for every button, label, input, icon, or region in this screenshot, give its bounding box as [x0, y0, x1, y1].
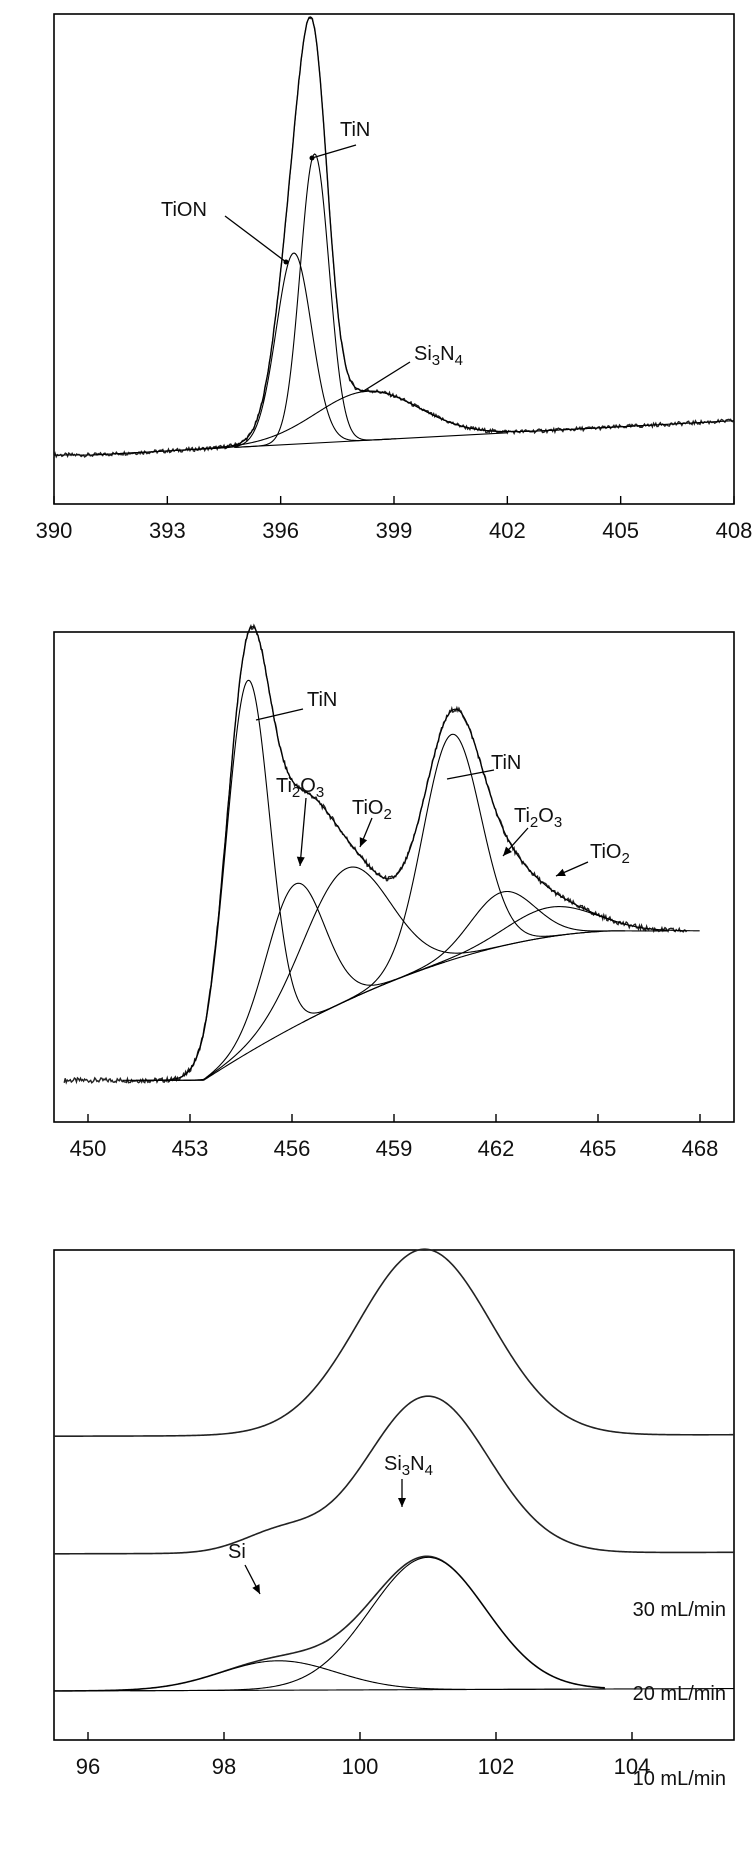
panel-a: 390 393 396 399 402 405 408 TiN TiON Si3N4: [36, 13, 753, 543]
panel-a-x-tick-label: 402: [489, 518, 526, 543]
panel-c-series-label: 30 mL/min: [633, 1599, 726, 1621]
panel-b-component-peak: [338, 890, 668, 1005]
panel-c-x-tick-label: 96: [76, 1754, 100, 1779]
panel-b-annotation-arrow: [359, 837, 368, 847]
panel-b-annotation-label: TiN: [307, 689, 337, 711]
panel-c-series-label: 20 mL/min: [633, 1683, 726, 1705]
panel-b-x-tick-label: 456: [274, 1136, 311, 1161]
panel-b-annotation-arrow: [556, 868, 566, 877]
panel-a-x-tick-label: 408: [716, 518, 753, 543]
panel-b-x-tick-label: 468: [682, 1136, 719, 1161]
panel-a-x-tick-label: 399: [376, 518, 413, 543]
panel-c-series-line: [54, 1395, 734, 1555]
panel-c-annotations: Si3N4 Si: [228, 1453, 433, 1595]
panel-b-component-peak: [146, 882, 445, 1081]
panel-b-x-tick-label: 450: [70, 1136, 107, 1161]
panel-a-component-peak: [77, 390, 657, 456]
panel-b-background: [183, 930, 626, 1081]
panel-b-annotation-leader: [446, 769, 495, 780]
panel-c-series-line: [54, 1555, 605, 1692]
panel-b-x-ticks: 450 453 456 459 462 465 468: [70, 1114, 719, 1161]
panel-a-annotation-label: Si3N4: [414, 343, 463, 369]
panel-b-x-tick-label: 453: [172, 1136, 209, 1161]
panel-b-annotation-label: TiO2: [352, 797, 392, 823]
panel-a-x-tick-label: 396: [262, 518, 299, 543]
panel-a-raw-spectrum: [53, 16, 735, 459]
panel-b-annotation-label: Ti2O3: [514, 805, 562, 831]
panel-a-annotation-leader: [224, 215, 287, 263]
panel-c-baseline: [62, 1688, 734, 1692]
panel-a-annotation-label: TiON: [161, 199, 207, 221]
panel-a-component-peak: [234, 153, 397, 448]
panel-b-annotation-leader: [299, 797, 307, 867]
panel-b-component-peak: [302, 733, 601, 1023]
panel-a-annotation-dot: [309, 155, 315, 161]
panel-a-annotation-dot: [283, 259, 289, 265]
panel-a-x-tick-label: 393: [149, 518, 186, 543]
panel-b: 450 453 456 459 462 465 468 TiN Ti2O3 TiO2 TiN Ti2…: [53, 623, 735, 1161]
panel-b-annotation-label: Ti2O3: [276, 775, 324, 801]
panel-c-series-label: 10 mL/min: [633, 1768, 726, 1790]
panel-a-x-ticks: 390 393 396 399 402 405 408: [36, 496, 753, 543]
panel-b-annotation-arrow: [296, 856, 305, 866]
panel-c-annotation-label: Si3N4: [384, 1453, 433, 1479]
panel-c-x-ticks: 96 98 100 102 104: [76, 1732, 651, 1779]
panel-a-annotation-label: TiN: [340, 119, 370, 141]
panel-c-x-tick-label: 104: [614, 1754, 651, 1779]
panel-a-frame: [53, 13, 735, 505]
panel-c-x-tick-label: 102: [478, 1754, 515, 1779]
panel-c-series-line: [54, 1248, 734, 1437]
panel-c-annotation-label: Si: [228, 1541, 246, 1563]
panel-a-x-tick-label: 390: [36, 518, 73, 543]
panel-a-component-peak: [194, 252, 393, 451]
panel-c-frame: [53, 1249, 735, 1741]
panel-b-component-peak: [326, 906, 700, 1011]
panel-c-component-peak: [130, 1556, 605, 1692]
panel-a-x-tick-label: 405: [602, 518, 639, 543]
panel-a-baseline: [235, 432, 508, 448]
panel-c-x-tick-label: 98: [212, 1754, 236, 1779]
panel-b-annotation-label: TiO2: [590, 841, 630, 867]
panel-c-annotation-arrow: [252, 1584, 260, 1594]
panel-c-annotation-arrow: [398, 1498, 406, 1507]
panel-b-x-tick-label: 462: [478, 1136, 515, 1161]
panel-b-curves: [63, 623, 700, 1085]
panel-b-annotations: TiN Ti2O3 TiO2 TiN Ti2O3 TiO2: [255, 689, 630, 877]
panel-c-curves: [54, 1248, 734, 1692]
panel-c-x-tick-label: 100: [342, 1754, 379, 1779]
panel-a-annotations: TiN TiON Si3N4: [161, 119, 463, 393]
panel-b-x-tick-label: 465: [580, 1136, 617, 1161]
panel-a-annotation-leader: [361, 361, 411, 393]
panel-c-component-peak: [54, 1660, 578, 1692]
panel-a-annotation-leader: [311, 144, 357, 159]
panel-a-fit-envelope: [54, 16, 735, 456]
panel-b-annotation-arrow: [503, 846, 512, 856]
panel-b-x-tick-label: 459: [376, 1136, 413, 1161]
panel-b-annotation-label: TiN: [491, 752, 521, 774]
panel-a-curves: [53, 16, 735, 459]
panel-b-component-peak: [136, 679, 361, 1081]
panel-c-series-labels: 30 mL/min 20 mL/min 10 mL/min: [633, 1599, 726, 1790]
panel-c: 96 98 100 102 104 30 mL/min 20 mL/min 10 mL/mi…: [53, 1248, 735, 1790]
panel-b-annotation-leader: [255, 708, 304, 721]
panel-b-fit-envelope: [173, 626, 626, 1080]
